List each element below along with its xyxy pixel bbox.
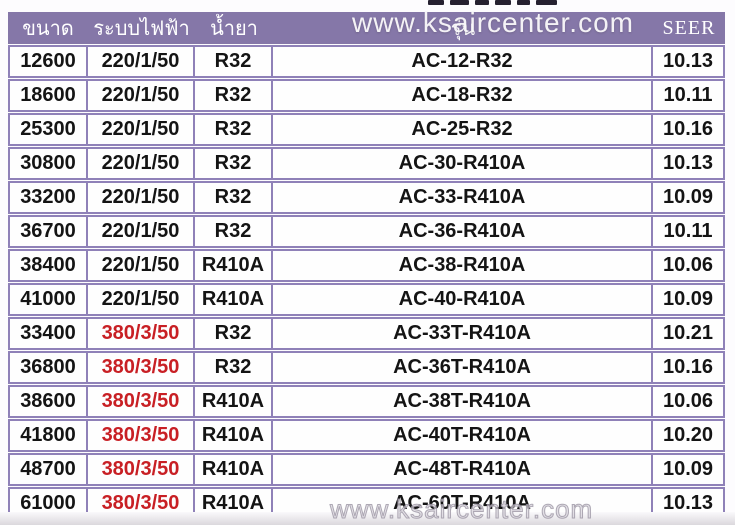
cell-model: AC-30-R410A	[273, 147, 653, 180]
cell-power: 220/1/50	[88, 79, 195, 112]
table-row: 25300 220/1/50 R32 AC-25-R32 10.16	[8, 113, 725, 146]
column-header-size: ขนาด	[8, 12, 88, 44]
table-row: 30800 220/1/50 R32 AC-30-R410A 10.13	[8, 147, 725, 180]
cropped-glyph	[495, 0, 511, 5]
cell-seer: 10.09	[653, 453, 725, 486]
cell-power: 220/1/50	[88, 283, 195, 316]
cell-refrigerant: R410A	[195, 283, 273, 316]
cell-model: AC-33-R410A	[273, 181, 653, 214]
column-header-power: ระบบไฟฟ้า	[88, 12, 195, 44]
table-row: 36700 220/1/50 R32 AC-36-R410A 10.11	[8, 215, 725, 248]
cell-power: 220/1/50	[88, 181, 195, 214]
cell-model: AC-38-R410A	[273, 249, 653, 282]
cell-model: AC-25-R32	[273, 113, 653, 146]
cell-seer: 10.13	[653, 147, 725, 180]
table-row: 18600 220/1/50 R32 AC-18-R32 10.11	[8, 79, 725, 112]
cell-size: 48700	[8, 453, 88, 486]
cell-power: 380/3/50	[88, 385, 195, 418]
cell-model: AC-12-R32	[273, 45, 653, 78]
table-row: 41800 380/3/50 R410A AC-40T-R410A 10.20	[8, 419, 725, 452]
table-row: 33400 380/3/50 R32 AC-33T-R410A 10.21	[8, 317, 725, 350]
column-header-refrigerant: น้ำยา	[195, 12, 273, 44]
cell-refrigerant: R410A	[195, 419, 273, 452]
cell-power: 220/1/50	[88, 147, 195, 180]
cell-power: 220/1/50	[88, 249, 195, 282]
cell-seer: 10.06	[653, 249, 725, 282]
cell-model: AC-40-R410A	[273, 283, 653, 316]
cell-size: 36700	[8, 215, 88, 248]
cell-refrigerant: R32	[195, 113, 273, 146]
cell-seer: 10.21	[653, 317, 725, 350]
column-header-model: รุ่น	[273, 12, 653, 44]
table-row: 38600 380/3/50 R410A AC-38T-R410A 10.06	[8, 385, 725, 418]
cell-power: 380/3/50	[88, 351, 195, 384]
cell-model: AC-18-R32	[273, 79, 653, 112]
cell-refrigerant: R32	[195, 181, 273, 214]
cell-power: 220/1/50	[88, 215, 195, 248]
cell-seer: 10.11	[653, 215, 725, 248]
cropped-glyph	[475, 0, 489, 5]
cell-refrigerant: R32	[195, 79, 273, 112]
cell-model: AC-36-R410A	[273, 215, 653, 248]
cell-size: 41800	[8, 419, 88, 452]
cell-seer: 10.16	[653, 351, 725, 384]
cell-seer: 10.16	[653, 113, 725, 146]
cell-power: 380/3/50	[88, 453, 195, 486]
cell-power: 380/3/50	[88, 317, 195, 350]
cell-size: 33200	[8, 181, 88, 214]
cropped-title-fragment	[428, 0, 563, 6]
cell-seer: 10.09	[653, 283, 725, 316]
spec-table: ขนาด ระบบไฟฟ้า น้ำยา รุ่น SEER 12600 220/1/50…	[8, 11, 725, 521]
cell-refrigerant: R32	[195, 317, 273, 350]
cell-size: 38400	[8, 249, 88, 282]
cell-size: 25300	[8, 113, 88, 146]
table-row: 36800 380/3/50 R32 AC-36T-R410A 10.16	[8, 351, 725, 384]
cell-power: 380/3/50	[88, 419, 195, 452]
cell-size: 18600	[8, 79, 88, 112]
table-row: 33200 220/1/50 R32 AC-33-R410A 10.09	[8, 181, 725, 214]
cropped-glyph	[536, 0, 557, 5]
cell-seer: 10.09	[653, 181, 725, 214]
cell-model: AC-33T-R410A	[273, 317, 653, 350]
header-row: ขนาด ระบบไฟฟ้า น้ำยา รุ่น SEER	[8, 12, 725, 44]
bottom-page-edge	[0, 512, 735, 525]
table-header: ขนาด ระบบไฟฟ้า น้ำยา รุ่น SEER	[8, 12, 725, 44]
table-row: 38400 220/1/50 R410A AC-38-R410A 10.06	[8, 249, 725, 282]
cell-seer: 10.11	[653, 79, 725, 112]
cell-model: AC-36T-R410A	[273, 351, 653, 384]
table-row: 48700 380/3/50 R410A AC-48T-R410A 10.09	[8, 453, 725, 486]
cell-model: AC-40T-R410A	[273, 419, 653, 452]
cell-size: 36800	[8, 351, 88, 384]
cell-refrigerant: R32	[195, 215, 273, 248]
cell-seer: 10.20	[653, 419, 725, 452]
cropped-glyph	[517, 0, 530, 5]
cell-size: 12600	[8, 45, 88, 78]
cell-size: 30800	[8, 147, 88, 180]
cell-size: 41000	[8, 283, 88, 316]
cell-refrigerant: R410A	[195, 453, 273, 486]
cell-power: 220/1/50	[88, 113, 195, 146]
cropped-glyph	[450, 0, 469, 5]
cell-refrigerant: R32	[195, 351, 273, 384]
table-row: 12600 220/1/50 R32 AC-12-R32 10.13	[8, 45, 725, 78]
cell-refrigerant: R410A	[195, 249, 273, 282]
cell-power: 220/1/50	[88, 45, 195, 78]
cell-seer: 10.13	[653, 45, 725, 78]
cell-size: 33400	[8, 317, 88, 350]
cropped-glyph	[428, 0, 444, 5]
cell-size: 38600	[8, 385, 88, 418]
cell-refrigerant: R32	[195, 147, 273, 180]
cell-refrigerant: R32	[195, 45, 273, 78]
cell-model: AC-48T-R410A	[273, 453, 653, 486]
column-header-seer: SEER	[653, 12, 725, 44]
cell-seer: 10.06	[653, 385, 725, 418]
cell-refrigerant: R410A	[195, 385, 273, 418]
table-body: 12600 220/1/50 R32 AC-12-R32 10.13 18600 220/1…	[8, 45, 725, 520]
cell-model: AC-38T-R410A	[273, 385, 653, 418]
table-row: 41000 220/1/50 R410A AC-40-R410A 10.09	[8, 283, 725, 316]
